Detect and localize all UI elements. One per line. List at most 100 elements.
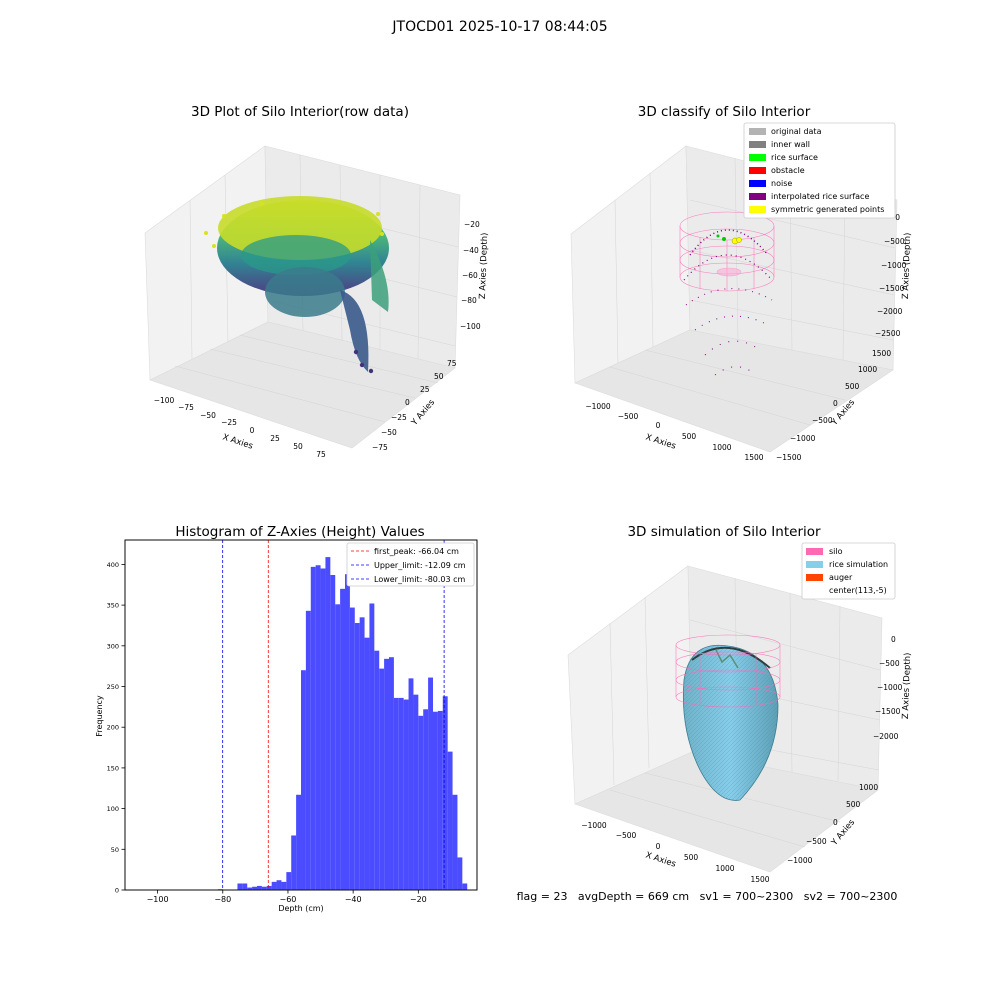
histogram-bar: [335, 604, 341, 890]
simulation-ytick: 500: [846, 800, 861, 809]
classify-silo-cylinder: [679, 211, 775, 292]
raw-ztick: −20: [464, 220, 480, 229]
histogram-bar: [291, 835, 297, 890]
panel-simulation-title: 3D simulation of Silo Interior: [627, 524, 821, 540]
raw-point-cloud: [204, 196, 389, 374]
legend-swatch-auger: [806, 574, 823, 581]
simulation-axis-ticks: −1000 −500 0 500 1000 1500 −1000 −500 0 …: [581, 635, 902, 884]
histogram-bar: [433, 711, 438, 890]
histogram-bar: [217, 889, 223, 890]
classify-zlabel: Z Axies (Depth): [901, 232, 913, 299]
legend-label: noise: [771, 179, 792, 188]
legend-label: interpolated rice surface: [771, 192, 869, 201]
histogram-bar: [389, 657, 394, 890]
simulation-xtick: 0: [656, 842, 661, 851]
histogram-y-tick-label: 400: [107, 561, 119, 569]
histogram-bar: [423, 709, 429, 890]
legend-swatch-rice-simulation: [806, 561, 823, 568]
raw-xtick: 25: [270, 434, 280, 443]
classify-xtick: 1500: [744, 453, 763, 462]
histogram-bar: [379, 668, 385, 890]
legend-label: Upper_limit: -12.09 cm: [374, 561, 466, 570]
histogram-bar: [276, 880, 282, 890]
histogram-ylabel: Frequency: [95, 695, 104, 737]
simulation-zlabel: Z Axies (Depth): [901, 652, 913, 719]
simulation-ytick: 0: [833, 818, 838, 827]
histogram-bar: [340, 588, 345, 890]
histogram-bar: [457, 857, 463, 890]
raw-ytick: 0: [405, 398, 410, 407]
histogram-bar: [364, 637, 370, 890]
histogram-bar: [315, 565, 321, 890]
classify-ztick: 0: [895, 213, 900, 222]
histogram-bar: [369, 603, 375, 890]
legend-swatch-rice-surface: [749, 154, 766, 161]
histogram-bar: [345, 574, 350, 890]
legend-label: original data: [771, 127, 822, 136]
histogram-title: Histogram of Z-Axies (Height) Values: [175, 524, 424, 540]
simulation-xtick: −1000: [581, 821, 607, 830]
simulation-xtick: 1000: [715, 864, 734, 873]
simulation-xtick: −500: [616, 831, 637, 840]
panel-histogram: Histogram of Z-Axies (Height) Values −10…: [95, 524, 478, 913]
histogram-bar: [305, 610, 311, 890]
histogram-y-tick-label: 0: [115, 887, 119, 895]
histogram-bar: [384, 658, 389, 890]
legend-swatch-symmetric: [749, 206, 766, 213]
classify-xtick: −1000: [585, 402, 611, 411]
classify-ztick: −2500: [875, 329, 901, 338]
legend-label: silo: [829, 547, 843, 556]
raw-ylabel: Y Axies: [409, 397, 437, 428]
histogram-x-tick-label: −100: [147, 895, 169, 904]
simulation-xtick: 1500: [750, 875, 769, 884]
histogram-bar: [374, 650, 380, 890]
histogram-bar: [247, 887, 253, 890]
histogram-y-tick-label: 100: [107, 805, 119, 813]
histogram-bar: [349, 607, 355, 890]
legend-swatch-obstacle: [749, 167, 766, 174]
simulation-silo-wireframe: [675, 634, 781, 708]
histogram-x-tick-label: −20: [410, 895, 427, 904]
histogram-bar: [252, 886, 257, 890]
histogram-bar: [320, 568, 326, 890]
simulation-ztick: −1000: [877, 683, 903, 692]
histogram-xlabel: Depth (cm): [278, 904, 323, 913]
classify-xtick: 0: [656, 421, 661, 430]
histogram-y-tick-label: 300: [107, 642, 119, 650]
simulation-ztick: −1500: [875, 707, 901, 716]
classify-interpolated-points: [683, 229, 773, 376]
simulation-rice-body: [682, 644, 779, 801]
raw-xtick: 50: [293, 442, 303, 451]
raw-xtick: 75: [316, 450, 326, 459]
histogram-bar: [418, 715, 424, 890]
classify-ytick: 1500: [872, 349, 891, 358]
classify-xtick: 1000: [712, 443, 731, 452]
raw-ztick: −40: [463, 246, 479, 255]
histogram-bar: [310, 566, 316, 890]
raw-axis-ticks: −100 −75 −50 −25 0 25 50 75 −75 −50 −25 …: [154, 220, 481, 459]
classify-ytick: 1000: [858, 365, 877, 374]
legend-label: symmetric generated points: [771, 205, 884, 214]
simulation-xlabel: X Axies: [644, 850, 677, 869]
classify-ytick: −1000: [790, 434, 816, 443]
simulation-ytick: −1000: [787, 856, 813, 865]
raw-xtick: −50: [200, 411, 216, 420]
histogram-bar: [447, 751, 453, 890]
raw-ytick: −50: [381, 428, 397, 437]
histogram-reference-lines: [222, 540, 445, 890]
histogram-x-tick-label: −60: [280, 895, 297, 904]
raw-ytick: −25: [391, 413, 407, 422]
histogram-bar: [281, 881, 287, 890]
simulation-xtick: 500: [684, 853, 699, 862]
histogram-bar: [452, 794, 458, 890]
classify-xtick: 500: [682, 432, 697, 441]
histogram-bar: [242, 883, 248, 890]
classify-axis-ticks: −1000 −500 0 500 1000 1500 −1500 −1000 −…: [585, 213, 906, 462]
histogram-bar: [398, 697, 404, 890]
histogram-x-tick-label: −40: [345, 895, 362, 904]
panel-simulation-3d: 3D simulation of Silo Interior: [517, 524, 914, 903]
raw-xtick: −75: [178, 403, 194, 412]
panel-classify-title: 3D classify of Silo Interior: [638, 104, 811, 120]
histogram-bar: [296, 794, 301, 890]
